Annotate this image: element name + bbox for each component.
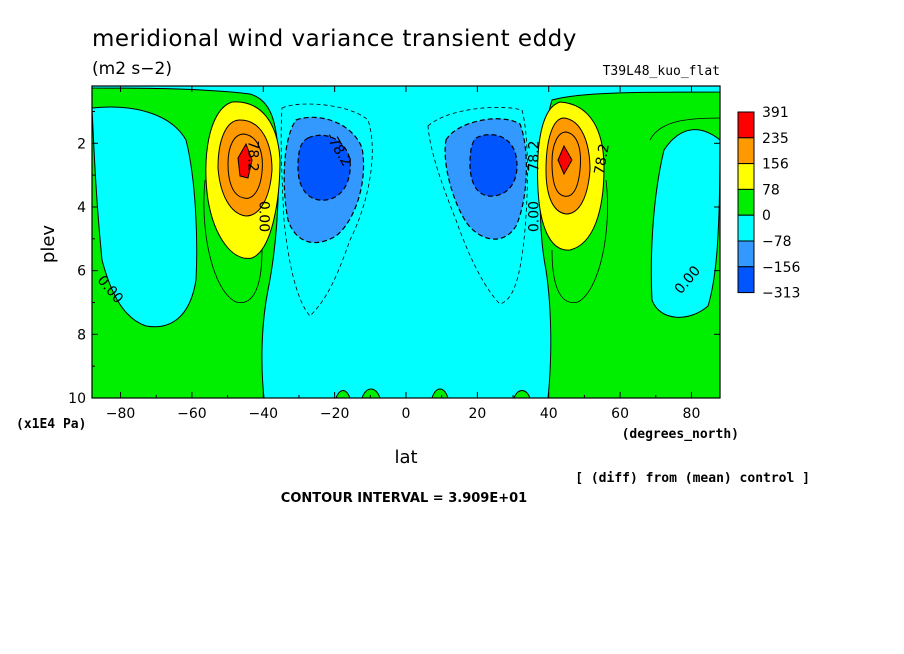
y-axis-label: plev bbox=[38, 225, 59, 264]
colorbar-swatch-0 bbox=[737, 111, 755, 139]
fill-level-235-391-left bbox=[237, 142, 253, 179]
colorbar-label-2: 156 bbox=[762, 157, 789, 173]
fill-level-neg-left bbox=[92, 106, 198, 328]
colorbar-swatch-4 bbox=[737, 214, 755, 242]
colorbar-swatch-3 bbox=[737, 188, 755, 216]
colorbar-label-7: −313 bbox=[762, 286, 800, 302]
x-tick-label-7: 60 bbox=[611, 406, 629, 422]
contour-inner-right bbox=[551, 131, 581, 197]
x-tick-label-8: 80 bbox=[683, 406, 701, 422]
colorbar-label-3: 78 bbox=[762, 182, 780, 198]
comparison-note: [ (diff) from (mean) control ] bbox=[575, 471, 810, 486]
contour-interval: CONTOUR INTERVAL = 3.909E+01 bbox=[281, 491, 527, 506]
contour-label-0: 78.2 bbox=[245, 140, 261, 171]
fill-level-neg-right bbox=[650, 129, 720, 318]
chart-title: meridional wind variance transient eddy bbox=[92, 26, 577, 52]
y-tick-label-2: 6 bbox=[77, 264, 86, 280]
contour-line-left bbox=[203, 179, 263, 303]
fill-level-235-391-right bbox=[557, 144, 573, 176]
contour-dashed-left bbox=[280, 103, 373, 317]
contour-line-right-outer bbox=[649, 117, 720, 141]
contour-label-5: 78.2 bbox=[592, 142, 613, 175]
colorbar-swatch-1 bbox=[737, 137, 755, 165]
x-tick-label-5: 20 bbox=[468, 406, 486, 422]
colorbar-label-5: −78 bbox=[762, 234, 792, 250]
x-axis-units: (degrees_north) bbox=[622, 427, 739, 442]
colorbar-label-6: −156 bbox=[762, 260, 801, 276]
x-tick-label-0: −80 bbox=[106, 406, 136, 422]
y-tick-label-4: 10 bbox=[68, 391, 86, 407]
contour-line-right bbox=[551, 179, 608, 303]
x-axis-ticks: −80 −60 −40 −20 0 20 40 60 80 bbox=[106, 86, 701, 422]
contour-inner-left bbox=[227, 133, 263, 199]
y-tick-label-0: 2 bbox=[77, 136, 86, 152]
fill-level-neg156-left bbox=[297, 134, 351, 201]
colorbar-swatch-5 bbox=[737, 240, 755, 268]
colorbar-swatch-2 bbox=[737, 163, 755, 190]
contour-label-3: 78.2 bbox=[526, 140, 542, 171]
y-tick-label-1: 4 bbox=[77, 200, 86, 216]
contour-dashed-right bbox=[427, 107, 528, 305]
colorbar-label-0: 391 bbox=[762, 105, 789, 121]
x-axis-label: lat bbox=[394, 447, 417, 468]
chart-units: (m2 s−2) bbox=[92, 59, 172, 79]
x-tick-label-2: −40 bbox=[248, 406, 278, 422]
colorbar: 391 235 156 78 0 −78 −156 −313 bbox=[737, 105, 801, 302]
fill-level-neg156-right bbox=[469, 134, 518, 197]
x-tick-label-1: −60 bbox=[177, 406, 207, 422]
colorbar-label-4: 0 bbox=[762, 208, 771, 224]
contour-label-4: 0.00 bbox=[526, 201, 542, 232]
y-axis-ticks: 2 4 6 8 10 bbox=[68, 110, 720, 407]
colorbar-swatch-6 bbox=[737, 266, 755, 294]
x-tick-label-3: −20 bbox=[320, 406, 350, 422]
y-tick-label-3: 8 bbox=[77, 327, 86, 343]
y-axis-units: (x1E4 Pa) bbox=[16, 417, 86, 432]
colorbar-label-1: 235 bbox=[762, 131, 789, 147]
x-tick-label-6: 40 bbox=[540, 406, 558, 422]
run-label: T39L48_kuo_flat bbox=[603, 64, 720, 79]
contour-label-1: 0.00 bbox=[255, 201, 271, 232]
x-tick-label-4: 0 bbox=[402, 406, 411, 422]
